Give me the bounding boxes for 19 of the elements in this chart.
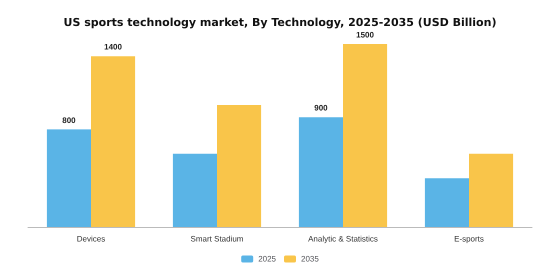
x-tick-label: E-sports	[454, 234, 484, 244]
data-label: 800	[62, 116, 76, 125]
x-tick-label: Analytic & Statistics	[308, 234, 378, 244]
bar	[298, 117, 343, 227]
data-label: 900	[314, 104, 328, 113]
data-label: 1400	[104, 42, 122, 52]
bar	[343, 44, 388, 227]
data-label: 1500	[356, 30, 374, 40]
legend-label: 2035	[301, 254, 320, 264]
bar	[172, 154, 217, 227]
legend-label: 2025	[258, 254, 277, 264]
bar	[469, 154, 514, 227]
bar	[46, 129, 91, 227]
bar	[217, 105, 262, 227]
x-tick-label: Devices	[76, 234, 106, 244]
bar	[424, 178, 469, 227]
bar	[91, 56, 136, 227]
x-tick-label: Smart Stadium	[190, 234, 244, 244]
chart-title: US sports technology market, By Technology, 2025-2035 (USD Billion)	[64, 16, 496, 29]
